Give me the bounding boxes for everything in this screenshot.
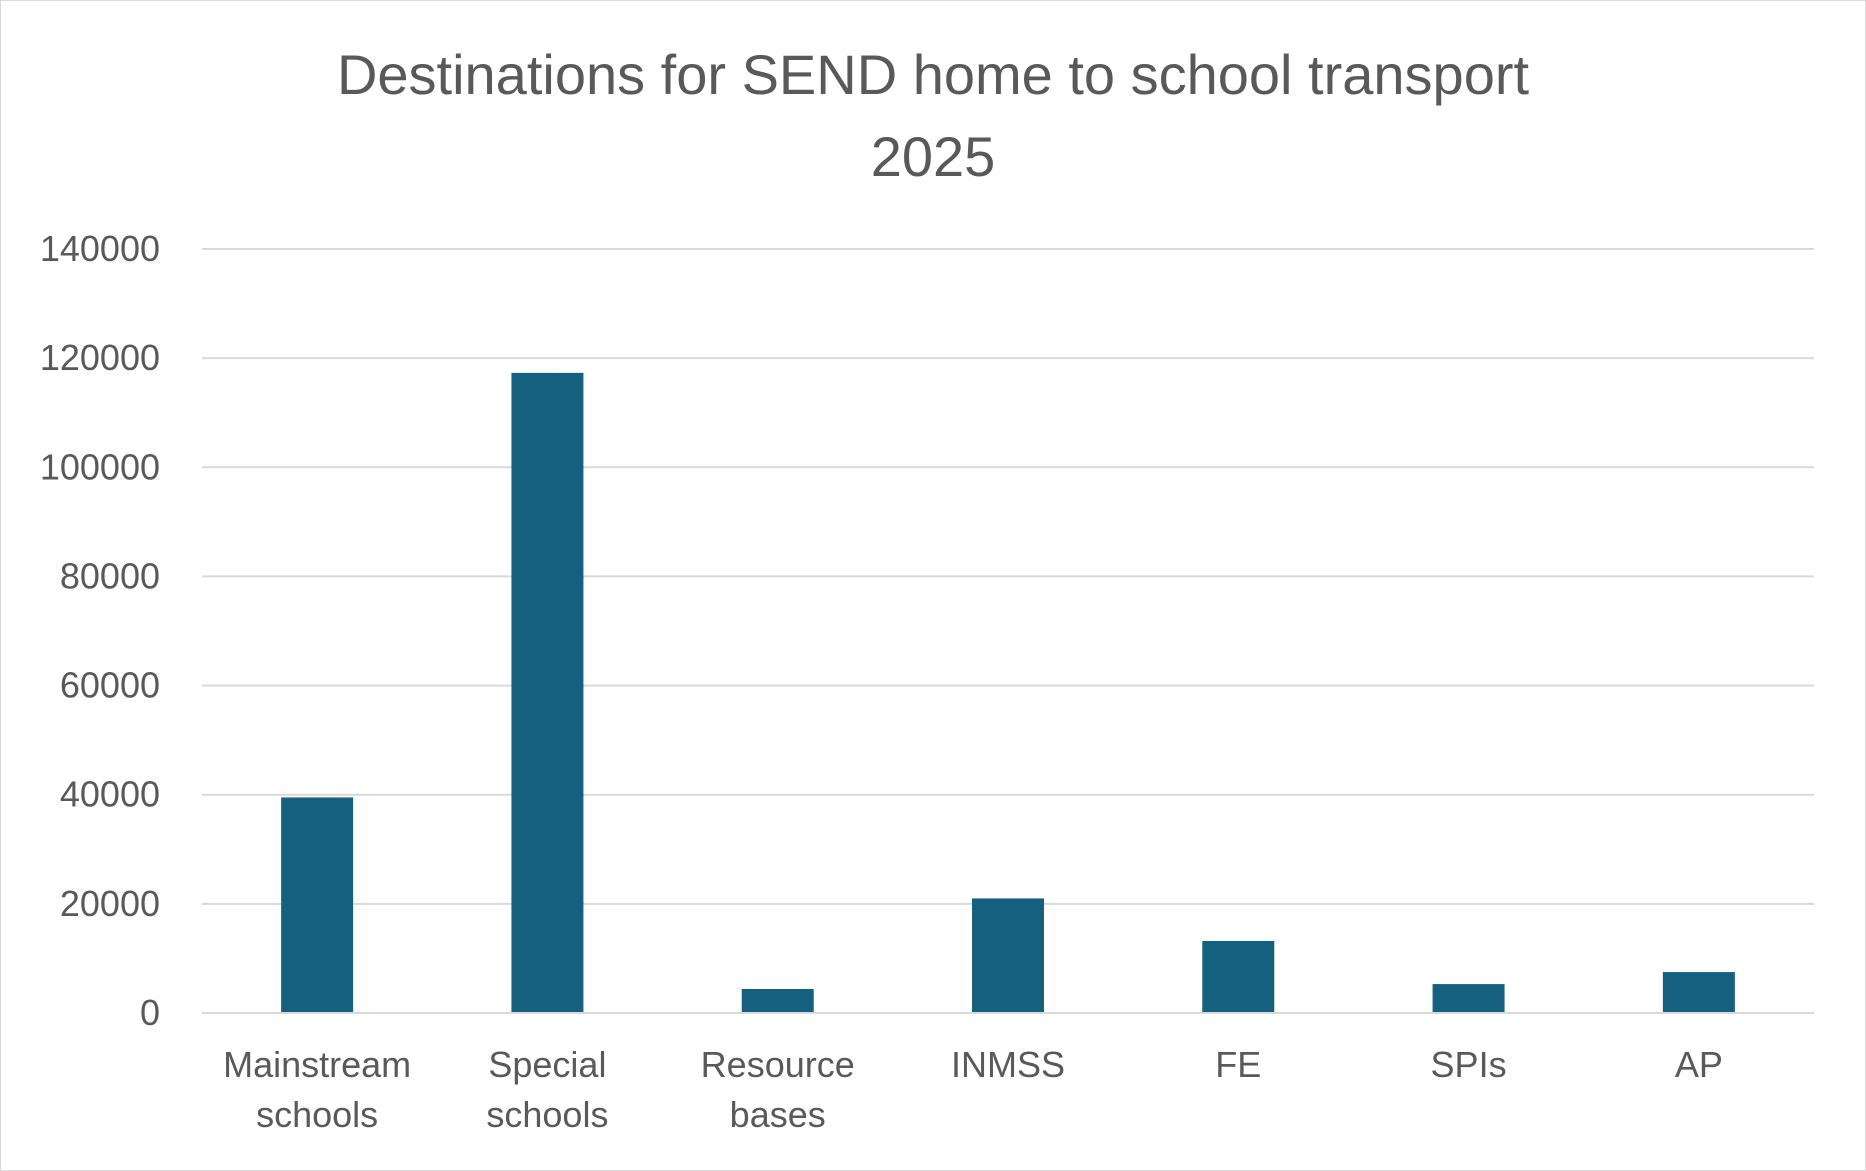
x-category-label: AP [1675,1044,1723,1085]
x-category-label-line: Resource [701,1044,855,1085]
x-category-label-line: schools [256,1094,378,1135]
y-tick-label: 40000 [60,774,160,815]
x-category-label-line: bases [730,1094,826,1135]
x-category-label-line: Mainstream [223,1044,411,1085]
x-category-label-line: Special [488,1044,606,1085]
bar [511,372,584,1013]
bar [1202,940,1275,1013]
bar [281,797,354,1013]
x-category-label: Mainstream schools [223,1044,411,1135]
y-axis-tick-labels: 0 20000 40000 60000 80000 100000 120000 140000 [40,228,160,1033]
y-tick-label: 80000 [60,555,160,596]
gridlines [202,248,1814,905]
bar [741,988,814,1013]
x-category-label: Resource bases [701,1044,855,1135]
bar [972,898,1044,1013]
bar [1662,972,1735,1013]
bar [1432,984,1505,1013]
y-tick-label: 100000 [40,446,160,487]
bars [281,372,1735,1013]
x-category-label: Special schools [486,1044,608,1135]
y-tick-label: 0 [140,992,160,1033]
chart-title-line-2: 2025 [870,125,996,188]
x-category-label-line: AP [1675,1044,1723,1085]
y-tick-label: 140000 [40,228,160,269]
chart-title-line-1: Destinations for SEND home to school tra… [336,43,1530,106]
x-category-label-line: schools [486,1094,608,1135]
y-tick-label: 60000 [60,665,160,706]
x-category-label-line: FE [1215,1044,1261,1085]
x-category-label: INMSS [951,1044,1065,1085]
x-category-label-line: INMSS [951,1044,1065,1085]
x-category-label-line: SPIs [1431,1044,1507,1085]
x-axis-category-labels: Mainstream schools Special schools Resource b… [223,1044,1723,1135]
x-category-label: SPIs [1431,1044,1507,1085]
y-tick-label: 20000 [60,883,160,924]
y-tick-label: 120000 [40,337,160,378]
x-category-label: FE [1215,1044,1261,1085]
